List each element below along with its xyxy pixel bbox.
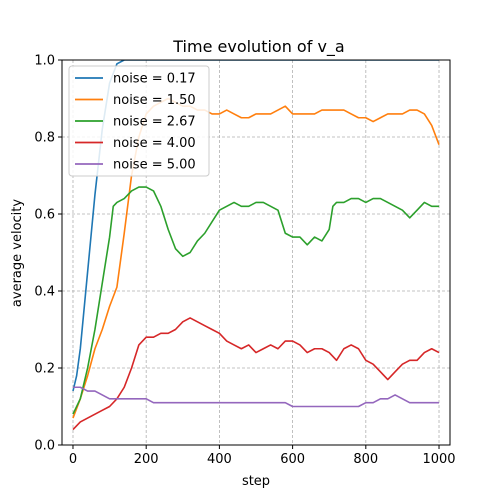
y-tick-label: 0.2 — [34, 362, 55, 377]
x-tick-label: 400 — [207, 452, 232, 467]
legend-label-3: noise = 4.00 — [113, 136, 196, 151]
y-tick-label: 0.8 — [34, 131, 55, 146]
legend-label-2: noise = 2.67 — [113, 115, 196, 130]
series-line-3 — [72, 317, 440, 431]
x-tick-label: 800 — [353, 452, 378, 467]
legend-label-4: noise = 5.00 — [113, 158, 196, 173]
chart-title: Time evolution of v_a — [172, 37, 344, 57]
grid-lines — [62, 59, 450, 446]
x-tick-label: 200 — [134, 452, 159, 467]
y-tick-label: 0.6 — [34, 208, 55, 223]
legend-label-0: noise = 0.17 — [113, 72, 196, 87]
y-tick-label: 0.0 — [34, 439, 55, 454]
series-line-2 — [72, 186, 440, 415]
legend-label-1: noise = 1.50 — [113, 93, 196, 108]
series-line-4 — [72, 386, 440, 408]
y-axis-label: average velocity — [10, 199, 25, 307]
plot-frame — [61, 59, 451, 446]
axis-ticks: 0 200 400 600 800 1000 0.0 0.2 0.4 0.6 0.8 1.0 — [34, 54, 455, 468]
x-axis-label: step — [242, 474, 270, 489]
x-tick-label: 0 — [69, 452, 77, 467]
legend: noise = 0.17 noise = 1.50 noise = 2.67 nois… — [68, 65, 210, 177]
x-tick-label: 1000 — [422, 452, 455, 467]
legend-box — [68, 65, 210, 177]
x-tick-label: 600 — [280, 452, 305, 467]
y-tick-label: 0.4 — [34, 285, 55, 300]
y-tick-label: 1.0 — [34, 54, 55, 69]
